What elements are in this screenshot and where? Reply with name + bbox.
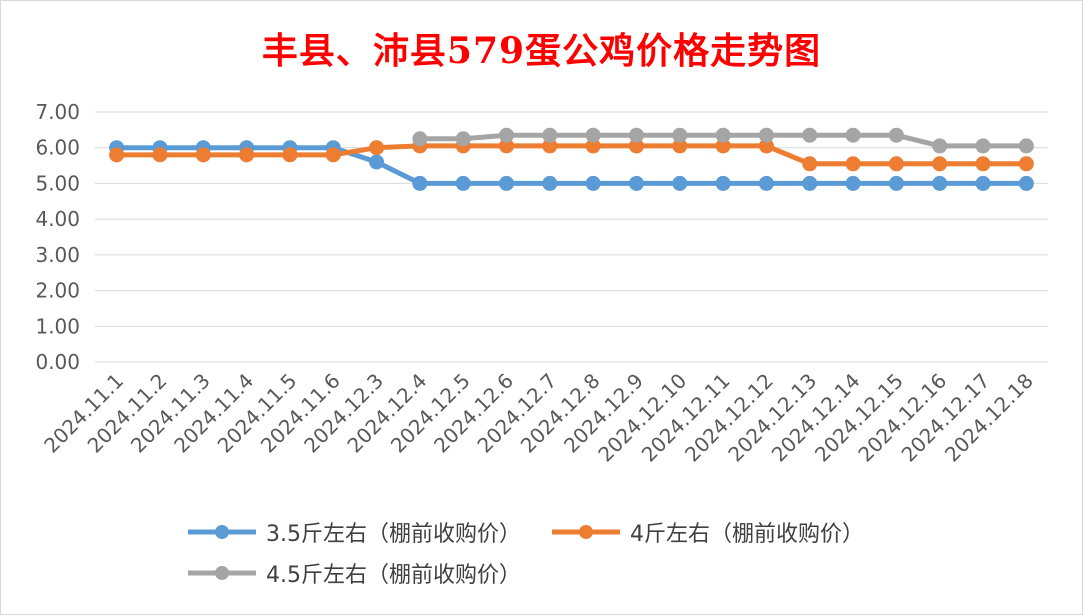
data-point-series-1 bbox=[412, 175, 428, 191]
data-point-series-1 bbox=[542, 175, 558, 191]
data-point-series-3 bbox=[455, 131, 471, 147]
legend-label-series-1: 3.5斤左右（棚前收购价） bbox=[266, 522, 521, 547]
data-point-series-2 bbox=[239, 147, 255, 163]
y-tick-label: 1.00 bbox=[35, 314, 80, 338]
data-point-series-3 bbox=[628, 127, 644, 143]
legend-item-series-1: 3.5斤左右（棚前收购价） bbox=[186, 516, 521, 548]
y-tick-label: 0.00 bbox=[35, 350, 80, 374]
data-point-series-1 bbox=[585, 175, 601, 191]
data-point-series-2 bbox=[282, 147, 298, 163]
data-point-series-2 bbox=[585, 138, 601, 154]
data-point-series-1 bbox=[672, 175, 688, 191]
data-point-series-2 bbox=[195, 147, 211, 163]
y-tick-label: 3.00 bbox=[35, 243, 80, 267]
data-point-series-1 bbox=[715, 175, 731, 191]
data-point-series-3 bbox=[542, 127, 558, 143]
data-point-series-2 bbox=[152, 147, 168, 163]
legend-marker-series-1 bbox=[188, 525, 256, 539]
data-point-series-2 bbox=[369, 140, 385, 156]
data-point-series-2 bbox=[888, 156, 904, 172]
data-point-series-2 bbox=[1018, 156, 1034, 172]
y-tick-label: 7.00 bbox=[35, 100, 80, 124]
data-point-series-3 bbox=[672, 127, 688, 143]
data-point-series-1 bbox=[845, 175, 861, 191]
y-tick-label: 4.00 bbox=[35, 207, 80, 231]
y-tick-label: 5.00 bbox=[35, 171, 80, 195]
data-point-series-3 bbox=[715, 127, 731, 143]
data-point-series-3 bbox=[412, 131, 428, 147]
data-point-series-1 bbox=[369, 154, 385, 170]
data-point-series-1 bbox=[628, 175, 644, 191]
legend-marker-series-3 bbox=[188, 566, 256, 580]
data-point-series-2 bbox=[325, 147, 341, 163]
legend-label-series-3: 4.5斤左右（棚前收购价） bbox=[266, 563, 521, 588]
data-point-series-3 bbox=[1018, 138, 1034, 154]
data-point-series-2 bbox=[715, 138, 731, 154]
data-point-series-2 bbox=[802, 156, 818, 172]
chart-title: 丰县、沛县579蛋公鸡价格走势图 bbox=[261, 30, 822, 72]
data-point-series-2 bbox=[672, 138, 688, 154]
data-point-series-1 bbox=[455, 175, 471, 191]
data-point-series-1 bbox=[1018, 175, 1034, 191]
data-point-series-2 bbox=[975, 156, 991, 172]
data-point-series-3 bbox=[802, 127, 818, 143]
data-point-series-1 bbox=[932, 175, 948, 191]
y-tick-label: 2.00 bbox=[35, 279, 80, 303]
data-point-series-2 bbox=[542, 138, 558, 154]
data-point-series-3 bbox=[845, 127, 861, 143]
data-point-series-1 bbox=[975, 175, 991, 191]
data-point-series-1 bbox=[758, 175, 774, 191]
data-point-series-2 bbox=[109, 147, 125, 163]
y-tick-label: 6.00 bbox=[35, 136, 80, 160]
legend-label-series-2: 4斤左右（棚前收购价） bbox=[630, 522, 864, 547]
data-point-series-2 bbox=[758, 138, 774, 154]
data-point-series-3 bbox=[888, 127, 904, 143]
data-point-series-3 bbox=[932, 138, 948, 154]
series-line-2 bbox=[114, 143, 1029, 167]
data-point-series-2 bbox=[628, 138, 644, 154]
legend-item-series-2: 4斤左右（棚前收购价） bbox=[550, 516, 864, 548]
data-point-series-1 bbox=[499, 175, 515, 191]
data-point-series-2 bbox=[499, 138, 515, 154]
data-point-series-2 bbox=[845, 156, 861, 172]
data-point-series-2 bbox=[932, 156, 948, 172]
data-point-series-1 bbox=[888, 175, 904, 191]
data-point-series-3 bbox=[975, 138, 991, 154]
series-line-1 bbox=[114, 145, 1029, 186]
legend-marker-series-2 bbox=[552, 525, 620, 539]
data-point-series-3 bbox=[585, 127, 601, 143]
legend-item-series-3: 4.5斤左右（棚前收购价） bbox=[186, 557, 521, 589]
data-point-series-3 bbox=[499, 127, 515, 143]
data-point-series-3 bbox=[758, 127, 774, 143]
data-point-series-1 bbox=[802, 175, 818, 191]
